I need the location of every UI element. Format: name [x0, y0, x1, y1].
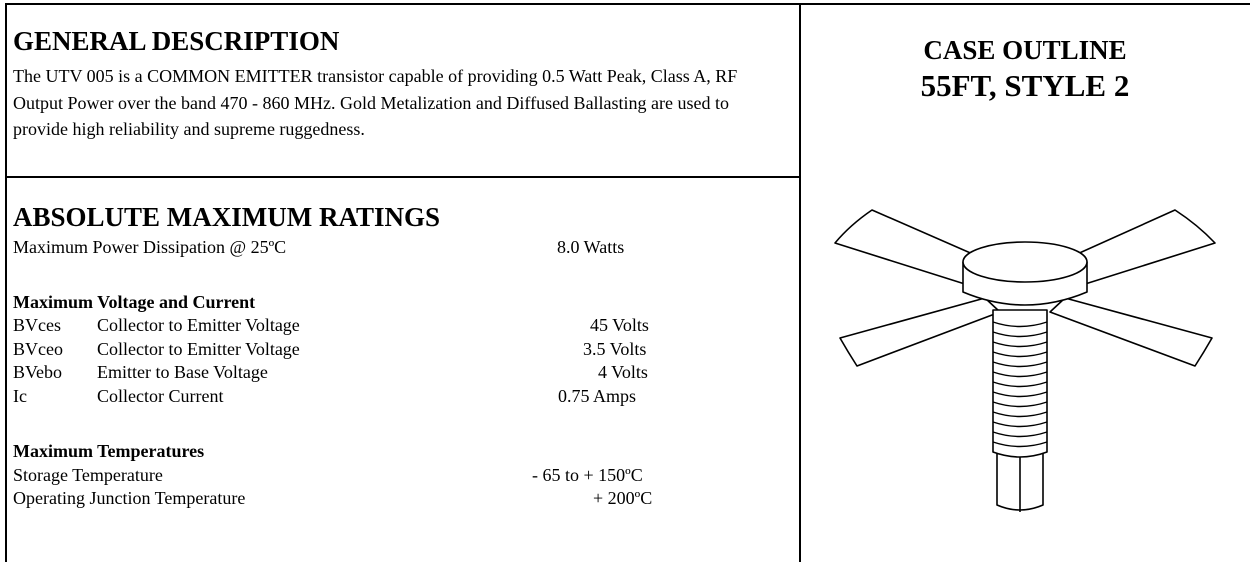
label: Collector to Emitter Voltage	[97, 315, 300, 335]
section-divider	[5, 176, 801, 178]
label: Collector to Emitter Voltage	[97, 339, 300, 359]
thread	[992, 361, 1048, 368]
thread	[992, 411, 1048, 418]
value: 0.75 Amps	[558, 386, 637, 406]
cap-top	[962, 241, 1088, 283]
column-divider	[799, 3, 801, 562]
symbol: Ic	[13, 386, 27, 406]
value: - 65 to + 150ºC	[532, 465, 643, 485]
subheading: Maximum Temperatures	[13, 441, 205, 461]
thread	[992, 421, 1048, 428]
stud	[992, 309, 1048, 458]
cap-side	[962, 261, 1088, 306]
value: 3.5 Volts	[583, 339, 647, 359]
lead	[1074, 209, 1216, 286]
label: Maximum Power Dissipation @ 25ºC	[13, 237, 287, 257]
heading: ABSOLUTE MAXIMUM RATINGS	[13, 202, 441, 232]
thread	[992, 381, 1048, 388]
symbol: BVebo	[13, 362, 62, 382]
label: Emitter to Base Voltage	[97, 362, 268, 382]
lead	[834, 209, 976, 286]
heading: CASE OUTLINE	[923, 35, 1127, 65]
subheading: 55FT, STYLE 2	[920, 68, 1130, 103]
left-border	[5, 3, 7, 562]
thread	[992, 331, 1048, 338]
thread	[992, 391, 1048, 398]
lead	[1049, 297, 1213, 367]
thread	[992, 371, 1048, 378]
heading: GENERAL DESCRIPTION	[13, 26, 340, 56]
value: 8.0 Watts	[557, 237, 625, 257]
paragraph: The UTV 005 is a COMMON EMITTER transist…	[13, 66, 738, 139]
label: Operating Junction Temperature	[13, 488, 246, 508]
thread	[992, 321, 1048, 328]
thread	[992, 341, 1048, 348]
value: 4 Volts	[598, 362, 648, 382]
value: + 200ºC	[593, 488, 653, 508]
stud-base	[996, 449, 1044, 511]
subheading: Maximum Voltage and Current	[13, 292, 256, 312]
top-border	[5, 3, 1250, 5]
lead	[839, 297, 1001, 367]
thread	[992, 351, 1048, 358]
symbol: BVces	[13, 315, 61, 335]
thread	[992, 441, 1048, 448]
label: Storage Temperature	[13, 465, 163, 485]
symbol: BVceo	[13, 339, 63, 359]
label: Collector Current	[97, 386, 224, 406]
value: 45 Volts	[590, 315, 649, 335]
thread	[992, 431, 1048, 438]
thread	[992, 401, 1048, 408]
